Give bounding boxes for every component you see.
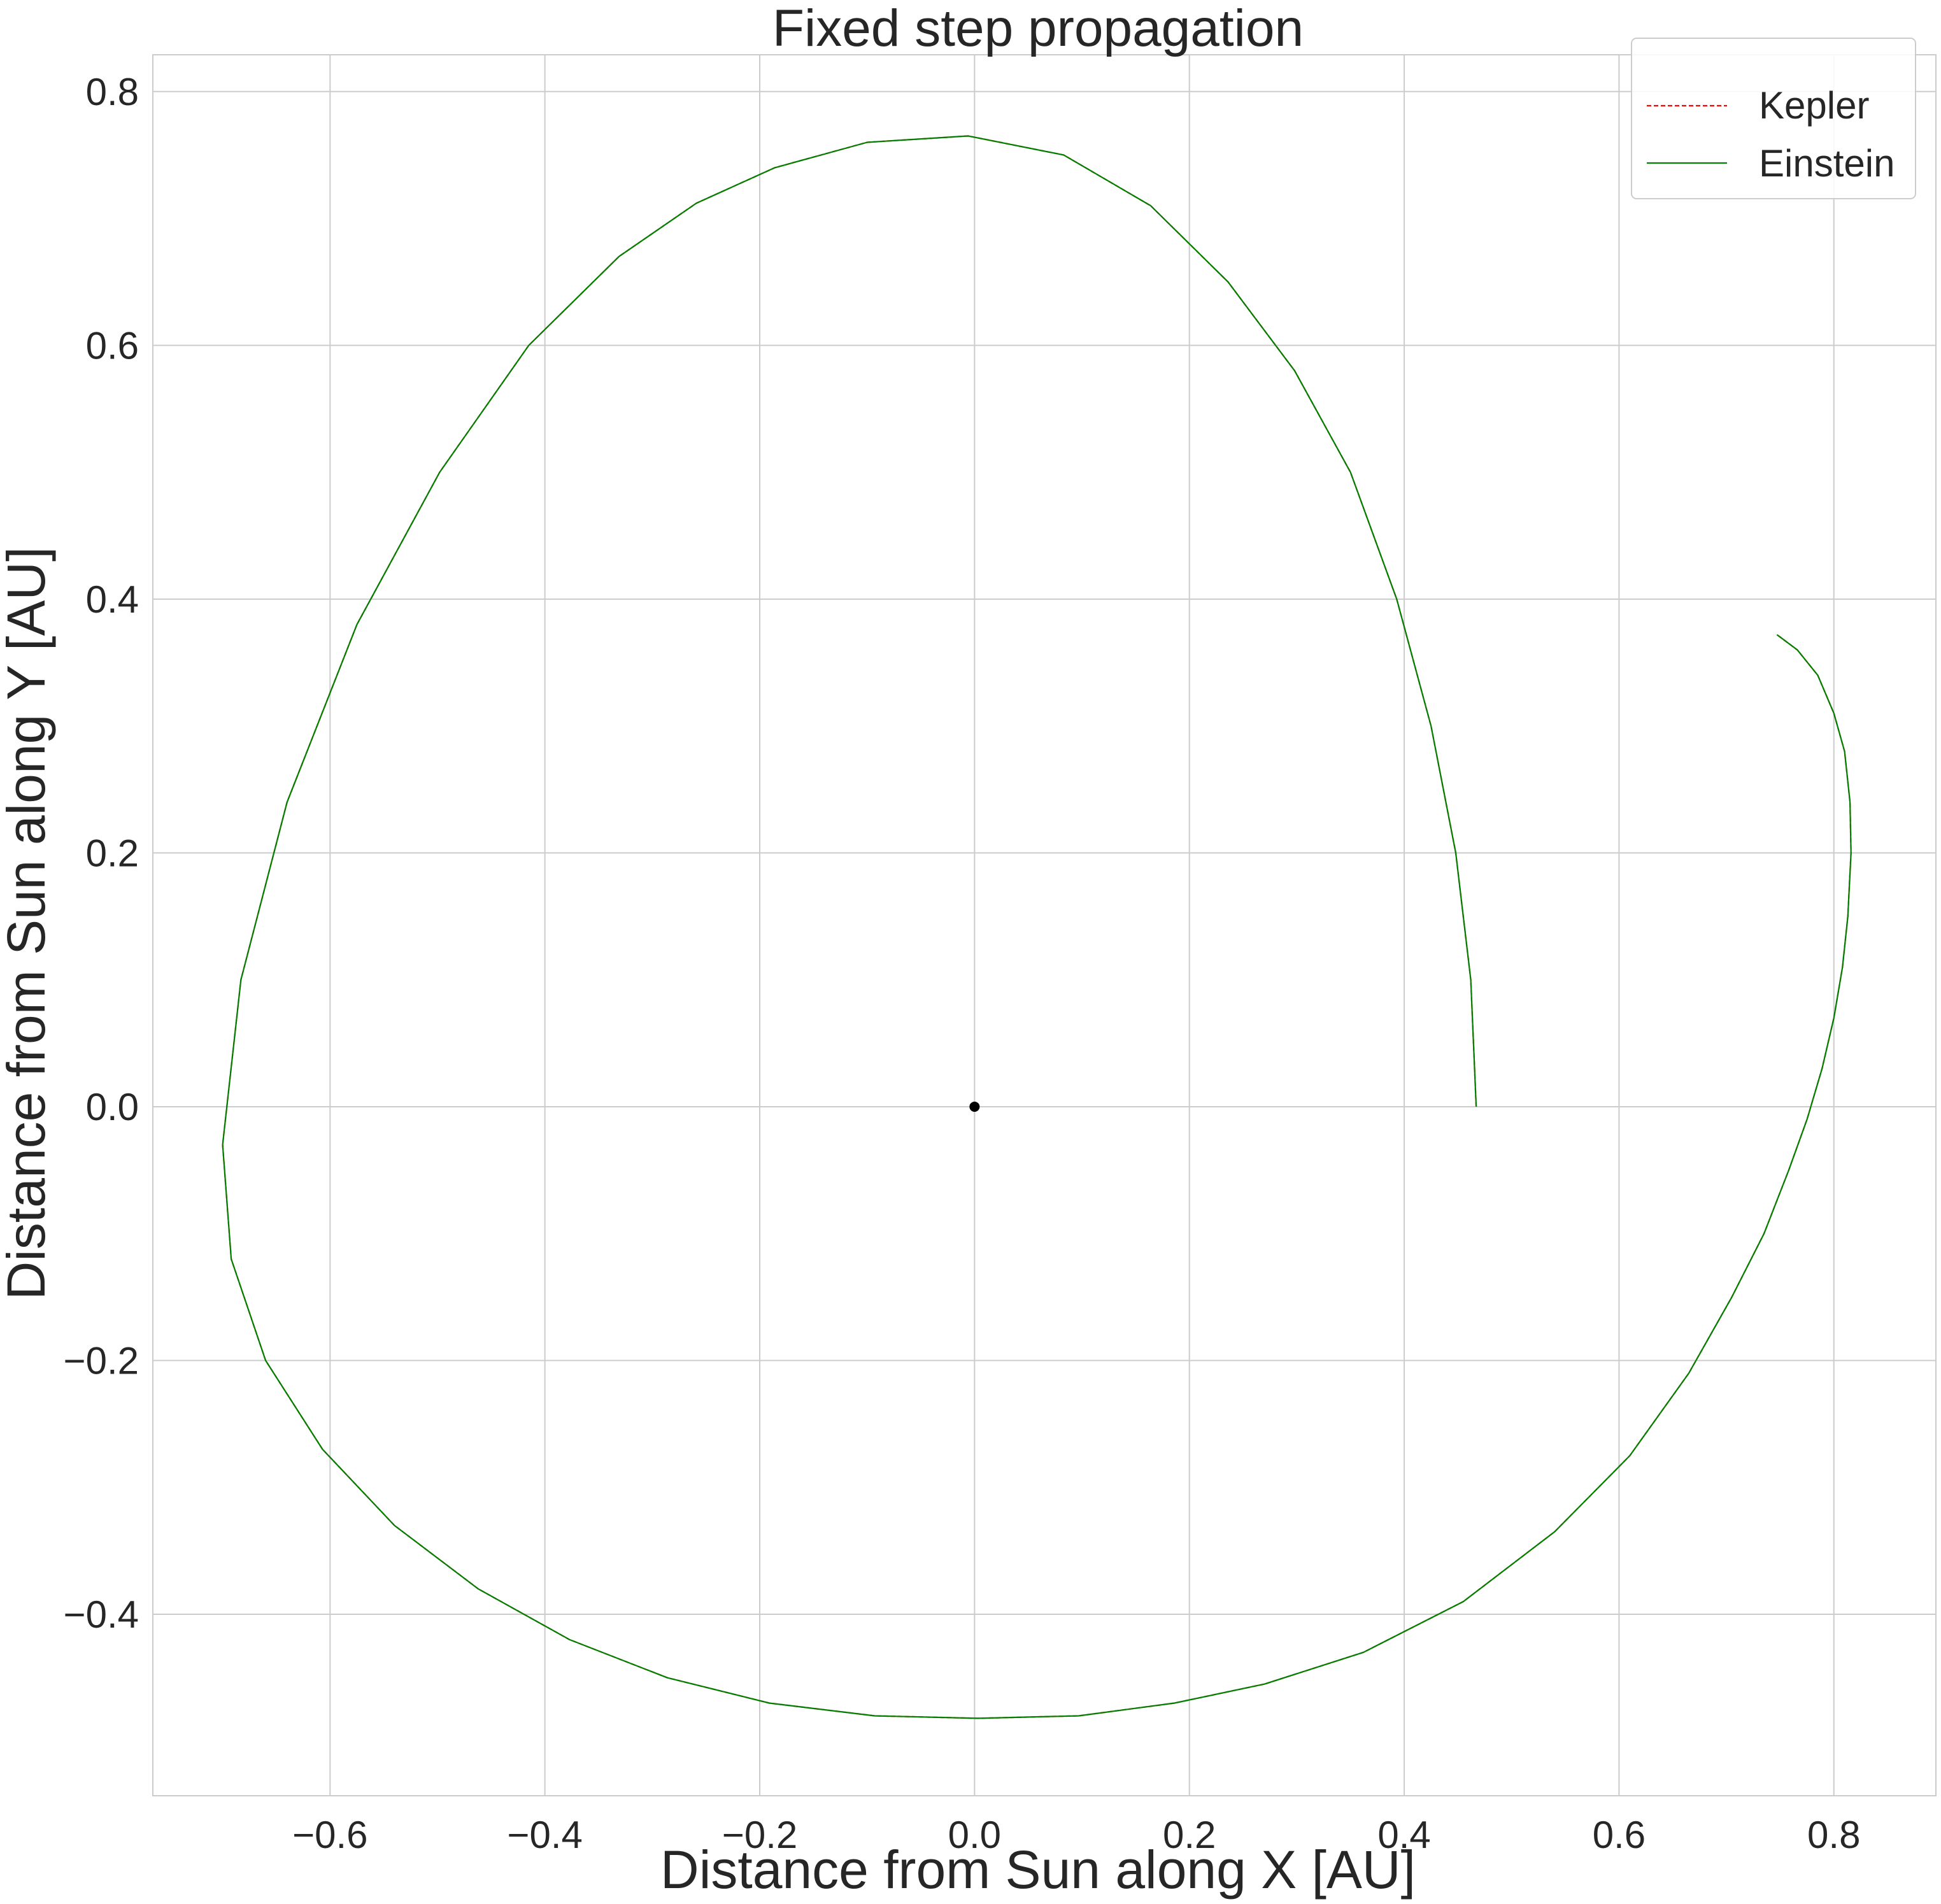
- x-tick-label: −0.2: [722, 1814, 797, 1856]
- y-tick-labels: −0.4 −0.2 0.0 0.2 0.4 0.6 0.8: [64, 71, 139, 1636]
- x-tick-label: 0.4: [1377, 1814, 1430, 1856]
- y-tick-label: −0.4: [64, 1593, 139, 1636]
- legend-box: [1631, 38, 1916, 199]
- y-tick-label: 0.4: [86, 578, 139, 621]
- x-axis-label: Distance from Sun along X [AU]: [660, 1840, 1416, 1900]
- y-axis-label: Distance from Sun along Y [AU]: [0, 547, 56, 1300]
- x-tick-label: 0.6: [1593, 1814, 1646, 1856]
- x-tick-label: 0.0: [948, 1814, 1001, 1856]
- grid: [153, 55, 1936, 1796]
- x-tick-labels: −0.6 −0.4 −0.2 0.0 0.2 0.4 0.6 0.8: [292, 1814, 1860, 1856]
- legend-label-einstein: Einstein: [1759, 142, 1895, 185]
- legend-label-kepler: Kepler: [1759, 84, 1869, 127]
- y-tick-label: 0.8: [86, 71, 139, 113]
- x-tick-label: −0.4: [507, 1814, 582, 1856]
- y-tick-label: 0.0: [86, 1086, 139, 1128]
- points-layer: [969, 1101, 980, 1112]
- y-tick-label: 0.2: [86, 832, 139, 874]
- y-tick-label: −0.2: [64, 1340, 139, 1382]
- x-tick-label: 0.2: [1163, 1814, 1216, 1856]
- series-einstein: [222, 135, 1852, 1719]
- series-layer: [222, 135, 1852, 1719]
- y-tick-label: 0.6: [86, 324, 139, 367]
- x-tick-label: −0.6: [292, 1814, 367, 1856]
- plot-frame: [152, 54, 1937, 1796]
- sun-point: [969, 1101, 980, 1112]
- legend: Kepler Einstein: [1631, 38, 1916, 199]
- chart-title: Fixed step propagation: [772, 0, 1304, 57]
- x-tick-label: 0.8: [1807, 1814, 1860, 1856]
